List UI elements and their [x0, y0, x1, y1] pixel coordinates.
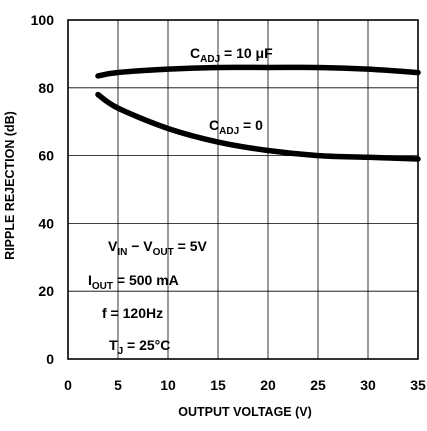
- series-label: CADJ = 0: [209, 117, 263, 137]
- y-tick-label: 40: [38, 215, 54, 231]
- condition-text: f = 120Hz: [102, 305, 163, 321]
- x-tick-label: 10: [160, 377, 176, 393]
- series-line-cadj-10uf: [95, 64, 421, 79]
- y-tick-label: 20: [38, 283, 54, 299]
- x-tick-label: 5: [114, 377, 122, 393]
- x-tick-label: 15: [210, 377, 226, 393]
- y-tick-label: 0: [46, 351, 54, 367]
- series-label: CADJ = 10 μF: [190, 45, 273, 65]
- x-tick-label: 25: [310, 377, 326, 393]
- condition-text: IOUT = 500 mA: [88, 272, 179, 292]
- condition-text: VIN − VOUT = 5V: [108, 238, 207, 258]
- series-group: [95, 64, 421, 162]
- x-tick-label: 20: [260, 377, 276, 393]
- grid: [68, 20, 418, 359]
- y-axis-label: RIPPLE REJECTION (dB): [3, 111, 17, 260]
- series-labels: CADJ = 10 μF CADJ = 0: [190, 45, 273, 137]
- y-axis-ticks: 0 20 40 60 80 100: [31, 12, 55, 367]
- test-conditions: VIN − VOUT = 5V IOUT = 500 mA f = 120Hz TJ …: [88, 238, 207, 357]
- y-tick-label: 60: [38, 148, 54, 164]
- y-tick-label: 100: [31, 12, 55, 28]
- x-tick-label: 30: [360, 377, 376, 393]
- condition-text: TJ = 25°C: [109, 337, 170, 357]
- x-axis-ticks: 0 5 10 15 20 25 30 35: [64, 377, 426, 393]
- series-line-cadj-0: [95, 91, 421, 162]
- x-axis-label: OUTPUT VOLTAGE (V): [178, 405, 312, 419]
- x-tick-label: 0: [64, 377, 72, 393]
- plot-frame: [67, 19, 419, 360]
- x-tick-label: 35: [410, 377, 426, 393]
- y-tick-label: 80: [38, 80, 54, 96]
